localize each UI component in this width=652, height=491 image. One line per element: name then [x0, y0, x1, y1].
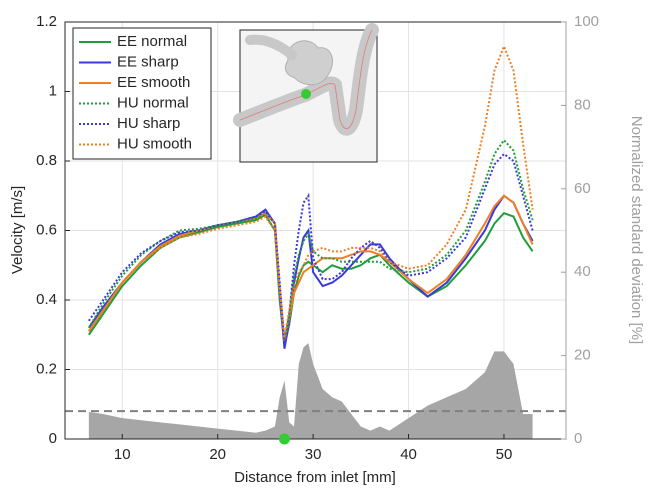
x-tick-label: 30 — [305, 446, 322, 463]
legend-label: HU smooth — [117, 135, 192, 152]
position-marker — [278, 433, 290, 445]
y2-tick-label: 40 — [574, 263, 591, 280]
y2-axis-label: Normalized standard deviation [%] — [628, 116, 645, 344]
y-axis-label: Velocity [m/s] — [9, 186, 26, 274]
y-tick-label: 0.2 — [36, 360, 57, 377]
series-line — [88, 43, 534, 339]
legend-label: EE smooth — [117, 74, 190, 91]
y-tick-label: 0.8 — [36, 152, 57, 169]
y-tick-label: 0.6 — [36, 221, 57, 238]
x-tick-label: 40 — [400, 446, 417, 463]
y-tick-label: 1.2 — [36, 13, 57, 30]
x-axis-label: Distance from inlet [mm] — [234, 469, 396, 486]
inset-dot — [301, 89, 311, 99]
series-line — [87, 138, 534, 342]
std-area — [88, 343, 533, 439]
legend-label: EE sharp — [117, 53, 179, 70]
y2-tick-label: 100 — [574, 13, 599, 30]
x-tick-label: 20 — [209, 446, 226, 463]
y-tick-label: 0.4 — [36, 291, 57, 308]
y2-tick-label: 60 — [574, 180, 591, 197]
legend-box — [72, 27, 212, 160]
y-tick-label: 0 — [49, 430, 57, 447]
y2-tick-label: 20 — [574, 347, 591, 364]
centerline — [239, 29, 373, 130]
legend-label: HU sharp — [117, 115, 180, 132]
y2-tick-label: 80 — [574, 96, 591, 113]
series-line — [88, 152, 534, 346]
vessel-bulb — [284, 40, 333, 86]
legend-label: EE normal — [117, 33, 187, 50]
y2-tick-label: 0 — [574, 430, 582, 447]
series-line — [88, 211, 534, 346]
legend-label: HU normal — [117, 94, 189, 111]
x-tick-label: 10 — [114, 446, 131, 463]
x-tick-label: 50 — [496, 446, 513, 463]
y-tick-label: 1 — [49, 82, 57, 99]
inset — [233, 23, 379, 163]
vessel-branch — [245, 34, 297, 60]
